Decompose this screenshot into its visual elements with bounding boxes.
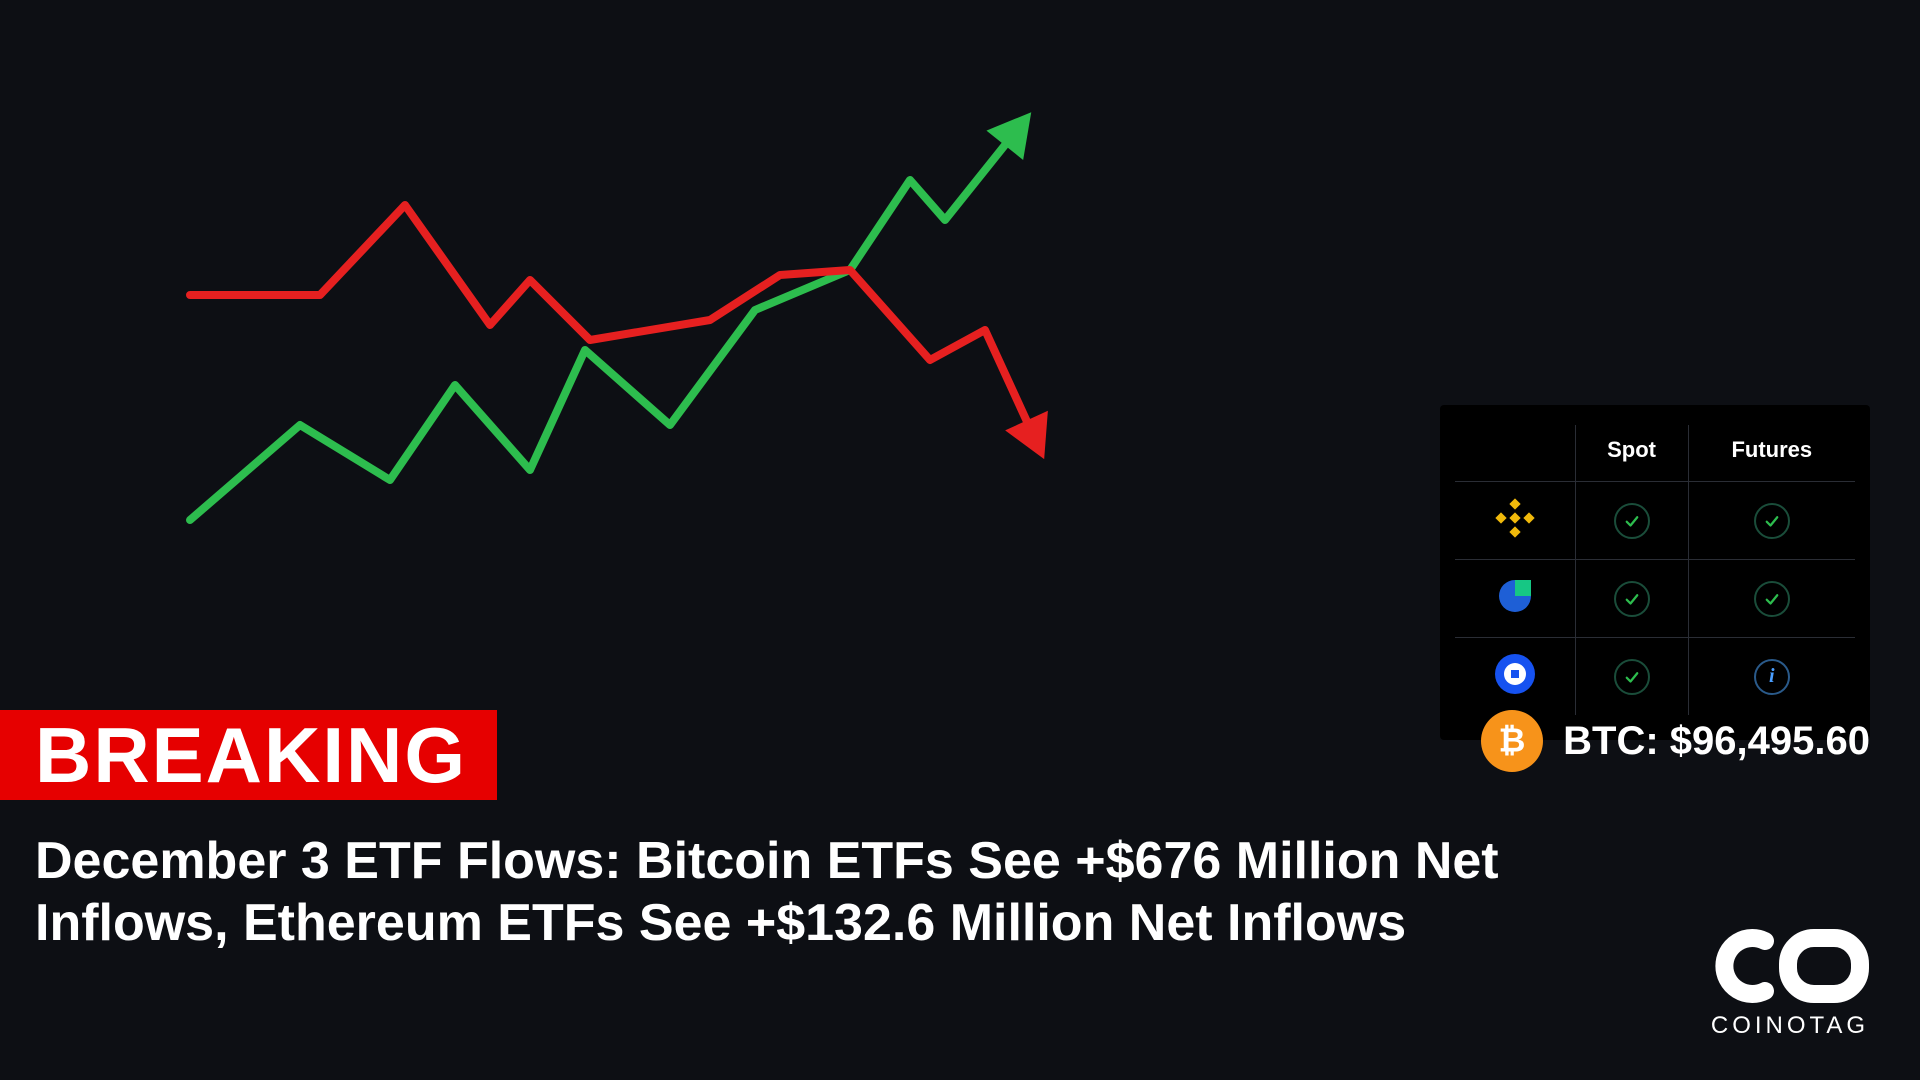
coinbase-icon (1493, 652, 1537, 696)
bitcoin-icon: ₿ (1481, 710, 1543, 772)
chart-arrow-up (986, 112, 1031, 160)
cell-exchange (1455, 482, 1575, 560)
brand-name: COINOTAG (1710, 1012, 1870, 1040)
cell-futures (1688, 482, 1855, 560)
cell-exchange (1455, 560, 1575, 638)
price-row: ₿ BTC: $96,495.60 (1481, 710, 1870, 772)
check-icon (1754, 581, 1790, 617)
cell-spot (1575, 638, 1688, 716)
table-row (1455, 482, 1855, 560)
table-row (1455, 560, 1855, 638)
info-icon: i (1754, 659, 1790, 695)
btc-price: BTC: $96,495.60 (1563, 719, 1870, 764)
gateio-icon (1493, 574, 1537, 618)
chart-svg (140, 60, 1240, 640)
table-header-row: Spot Futures (1455, 425, 1855, 482)
col-exchange (1455, 425, 1575, 482)
binance-icon (1493, 496, 1537, 540)
table-row: i (1455, 638, 1855, 716)
check-icon (1754, 503, 1790, 539)
check-icon (1614, 503, 1650, 539)
co-logo-icon (1710, 926, 1870, 1006)
cell-futures: i (1688, 638, 1855, 716)
cell-spot (1575, 560, 1688, 638)
trend-chart (140, 60, 1240, 640)
col-futures: Futures (1688, 425, 1855, 482)
check-icon (1614, 581, 1650, 617)
svg-text:₿: ₿ (1499, 723, 1526, 759)
cell-spot (1575, 482, 1688, 560)
exchange-table: Spot Futures i (1455, 425, 1855, 715)
breaking-banner: BREAKING (0, 710, 497, 800)
exchange-panel: Spot Futures i (1440, 405, 1870, 740)
cell-futures (1688, 560, 1855, 638)
cell-exchange (1455, 638, 1575, 716)
headline-text: December 3 ETF Flows: Bitcoin ETFs See +… (35, 830, 1500, 955)
col-spot: Spot (1575, 425, 1688, 482)
check-icon (1614, 659, 1650, 695)
chart-line-down (190, 205, 1040, 450)
brand-logo: COINOTAG (1710, 926, 1870, 1040)
